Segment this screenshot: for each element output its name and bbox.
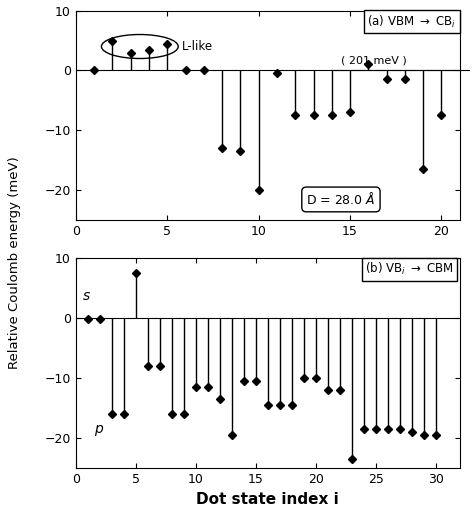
Text: D = 28.0 $\AA$: D = 28.0 $\AA$: [306, 191, 376, 207]
Text: $p$: $p$: [94, 423, 104, 438]
X-axis label: Dot state index i: Dot state index i: [196, 492, 339, 507]
Text: (a) VBM $\rightarrow$ CB$_i$: (a) VBM $\rightarrow$ CB$_i$: [367, 14, 456, 29]
Text: L-like: L-like: [182, 40, 213, 53]
Text: ( 201 meV ): ( 201 meV ): [341, 56, 407, 66]
Text: (b) VB$_i$ $\rightarrow$ CBM: (b) VB$_i$ $\rightarrow$ CBM: [365, 261, 454, 277]
Text: Relative Coulomb energy (meV): Relative Coulomb energy (meV): [8, 157, 21, 369]
Text: $s$: $s$: [82, 289, 91, 303]
